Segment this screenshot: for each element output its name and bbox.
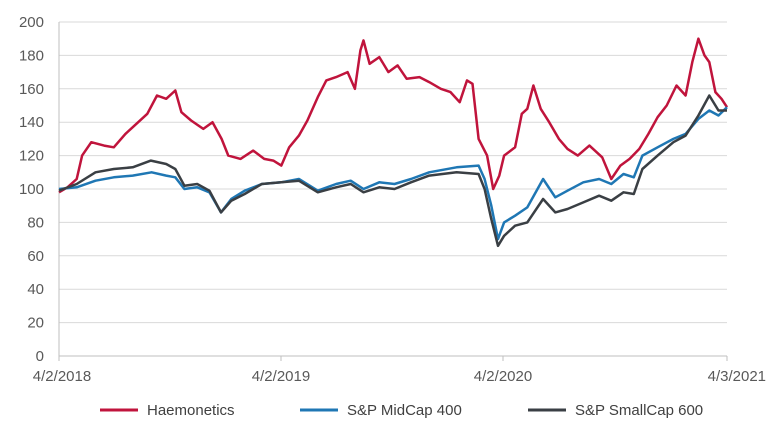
series-lines: [58, 37, 729, 248]
y-tick-label: 160: [19, 81, 44, 98]
series-line-1: [58, 106, 728, 241]
x-tick-label: 4/3/2021: [708, 368, 766, 385]
x-tick-label: 4/2/2018: [33, 368, 91, 385]
x-tick-label: 4/2/2019: [252, 368, 310, 385]
y-tick-label: 60: [27, 248, 44, 265]
y-tick-label: 180: [19, 47, 44, 64]
y-tick-label: 80: [27, 214, 44, 231]
y-tick-label: 120: [19, 148, 44, 165]
x-tick-label: 4/2/2020: [474, 368, 532, 385]
y-tick-label: 20: [27, 315, 44, 332]
gridlines: [59, 21, 727, 324]
y-tick-label: 100: [19, 181, 44, 198]
x-tick-labels: 4/2/2018 4/2/2019 4/2/2020 4/3/2021: [33, 356, 766, 385]
y-tick-label: 200: [19, 14, 44, 31]
legend-label: S&P SmallCap 600: [575, 402, 703, 419]
series-line-2: [58, 94, 727, 248]
y-tick-label: 0: [36, 348, 44, 365]
legend-label: Haemonetics: [147, 402, 235, 419]
y-tick-labels: 0 20 40 60 80 100 120 140 160 180 200: [19, 14, 44, 365]
legend: Haemonetics S&P MidCap 400 S&P SmallCap 60…: [100, 402, 703, 419]
series-line-0: [58, 37, 729, 194]
y-tick-label: 40: [27, 281, 44, 298]
legend-label: S&P MidCap 400: [347, 402, 462, 419]
y-tick-label: 140: [19, 114, 44, 131]
